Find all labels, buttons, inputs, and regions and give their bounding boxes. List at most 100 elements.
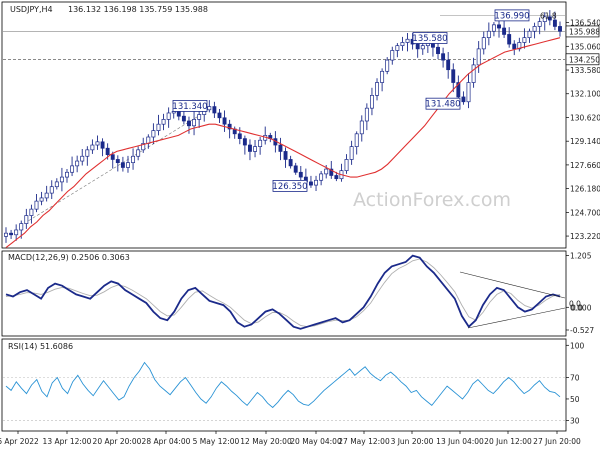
macd-panel-frame (1, 250, 567, 337)
candle-body (471, 64, 476, 83)
macd-tick-label: 0.000 (570, 303, 592, 312)
candle-body (502, 27, 507, 35)
price-tick-label: 126.180 (570, 185, 600, 194)
price-annotation-box (412, 32, 448, 44)
rsi-tick-label: 70 (570, 373, 580, 382)
candle-body (156, 123, 161, 131)
candle-body (558, 26, 562, 32)
candle-body (375, 82, 379, 96)
candle-body (324, 168, 329, 175)
candle-body (466, 82, 471, 103)
time-axis: 6 Apr 2022 13 Apr 12:00 20 Apr 20:00 28 Apr… (0, 431, 581, 446)
candle-body (75, 160, 80, 167)
macd-line (5, 254, 561, 330)
candle-body (349, 146, 354, 160)
candle-body (537, 21, 542, 27)
price-tick-label: 135.060 (570, 42, 600, 51)
candle-body (95, 141, 100, 146)
candle-body (359, 120, 364, 135)
candle-body (65, 171, 69, 178)
candle-body (491, 24, 496, 32)
candle-body (212, 106, 217, 114)
time-tick-label: 28 Apr 04:00 (142, 437, 191, 446)
candle-body (49, 186, 54, 194)
candle-body (451, 69, 456, 83)
candle-body (110, 154, 115, 160)
time-tick-label: 12 May 20:00 (240, 437, 292, 446)
macd-zero-label: 0.0 (569, 299, 581, 308)
candle-body (227, 123, 232, 130)
candle-body (29, 208, 34, 216)
candle-body (136, 149, 141, 157)
price-annotation-label: 135.580 (412, 34, 447, 44)
candle-body (120, 162, 125, 168)
candle-body (395, 45, 400, 51)
price-tag-label: 134.250 (569, 55, 600, 64)
candle-body (141, 143, 146, 151)
candle-body (85, 149, 90, 157)
price-annotation-box (172, 100, 208, 112)
fib-label: 61.8 (540, 11, 557, 20)
candle-body (192, 119, 197, 127)
symbol-label: USDJPY,H4 (10, 5, 53, 14)
candle-body (253, 146, 257, 152)
candle-body (334, 175, 339, 180)
price-tick-label: 124.700 (570, 208, 600, 217)
rsi-tick-label: 30 (570, 416, 580, 425)
rsi-layer (3, 361, 565, 421)
candle-body (420, 45, 425, 50)
candle-body (207, 106, 212, 111)
time-tick-label: 20 Jun 12:00 (484, 437, 532, 446)
time-tick-label: 27 May 12:00 (338, 437, 390, 446)
candle-body (131, 155, 136, 164)
candle-body (258, 139, 263, 147)
candle-body (161, 119, 166, 125)
candle-body (415, 43, 420, 50)
macd-zero-label: 0.0 (571, 303, 583, 312)
candle-body (14, 229, 19, 236)
price-axis: 136.540 135.060 133.580 132.100 130.620 129.1… (565, 19, 600, 241)
price-tag-box (565, 53, 600, 66)
time-tick-label: 27 Jun 20:00 (533, 437, 581, 446)
candle-body (446, 59, 451, 71)
candle-body (242, 138, 247, 146)
candle-body (151, 130, 156, 138)
candle-body (217, 112, 222, 119)
candle-body (314, 179, 318, 186)
candle-body (24, 215, 29, 224)
macd-tick-label: -0.527 (570, 326, 594, 335)
rsi-axis: 100 70 50 30 (566, 341, 585, 425)
candle-body (283, 151, 288, 160)
rsi-tick-label: 50 (570, 395, 580, 404)
candle-body (39, 197, 44, 202)
candle-body (222, 117, 227, 125)
candle-body (385, 59, 390, 72)
candle-body (532, 26, 537, 32)
time-tick-label: 3 Jun 20:00 (391, 437, 434, 446)
candle-body (517, 42, 522, 50)
candle-body (380, 70, 385, 83)
watermark: ActionForex.com (353, 189, 511, 211)
candle-body (527, 30, 532, 39)
candle-body (115, 159, 120, 164)
trend-line (19, 111, 206, 227)
macd-layer (5, 254, 566, 330)
candle-body (364, 107, 369, 122)
candle-body (507, 34, 512, 45)
time-tick-label: 20 Apr 20:00 (93, 437, 142, 446)
candle-body (4, 232, 8, 237)
ohlc-readout: 136.132 136.198 135.759 135.988 (68, 5, 208, 14)
macd-signal-line (5, 258, 561, 328)
candle-body (248, 144, 252, 152)
price-tick-label: 129.140 (570, 137, 600, 146)
candle-body (197, 114, 202, 120)
candle-body (354, 133, 359, 147)
price-tick-label: 127.660 (570, 161, 600, 170)
candle-body (547, 16, 552, 21)
time-tick-label: 5 May 12:00 (193, 437, 240, 446)
price-annotation-label: 131.340 (172, 102, 207, 112)
rsi-line (5, 361, 561, 409)
candle-body (552, 19, 557, 27)
macd-axis: 1.205 0.000 -0.527 0.00.0 (566, 251, 594, 335)
candle-body (59, 176, 64, 183)
